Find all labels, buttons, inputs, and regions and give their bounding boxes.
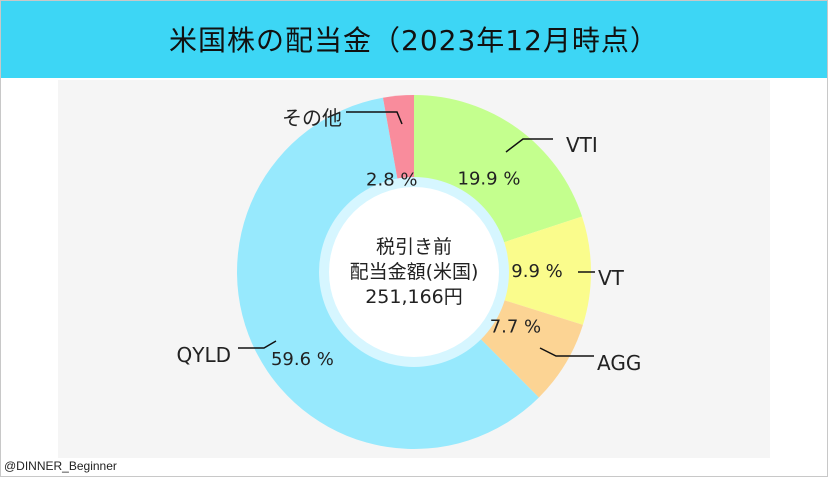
page-title: 米国株の配当金（2023年12月時点） <box>169 24 659 57</box>
slice-percent-label: 59.6 % <box>271 349 334 370</box>
slice-name-label: VT <box>598 266 625 290</box>
title-banner: 米国株の配当金（2023年12月時点） <box>1 1 827 78</box>
center-label-line-2: 配当金額(米国) <box>350 261 479 283</box>
callout-line <box>346 111 403 125</box>
callout-line <box>505 138 553 153</box>
slice-percent-label: 7.7 % <box>490 316 541 337</box>
slice-percent-label: 9.9 % <box>511 261 562 282</box>
callout-line <box>238 340 277 349</box>
center-label: 税引き前 配当金額(米国) 251,166円 <box>350 236 479 308</box>
slice-percent-label: 2.8 % <box>366 169 417 190</box>
center-hole <box>329 187 499 357</box>
center-label-line-3: 251,166円 <box>365 286 463 308</box>
slice-percent-label: 19.9 % <box>458 168 521 189</box>
slice-labels: 19.9 % VTI 9.9 % VT 7.7 % AGG 59.6 % QYLD 2.8 % そ… <box>176 106 641 375</box>
slice-name-label: その他 <box>282 106 342 130</box>
slice-name-label: VTI <box>566 133 598 157</box>
slice-name-label: AGG <box>597 351 641 375</box>
center-label-line-1: 税引き前 <box>376 236 452 258</box>
callout-line <box>539 347 594 357</box>
slice-name-label: QYLD <box>176 343 231 367</box>
credit-text: @DINNER_Beginner <box>4 459 117 473</box>
